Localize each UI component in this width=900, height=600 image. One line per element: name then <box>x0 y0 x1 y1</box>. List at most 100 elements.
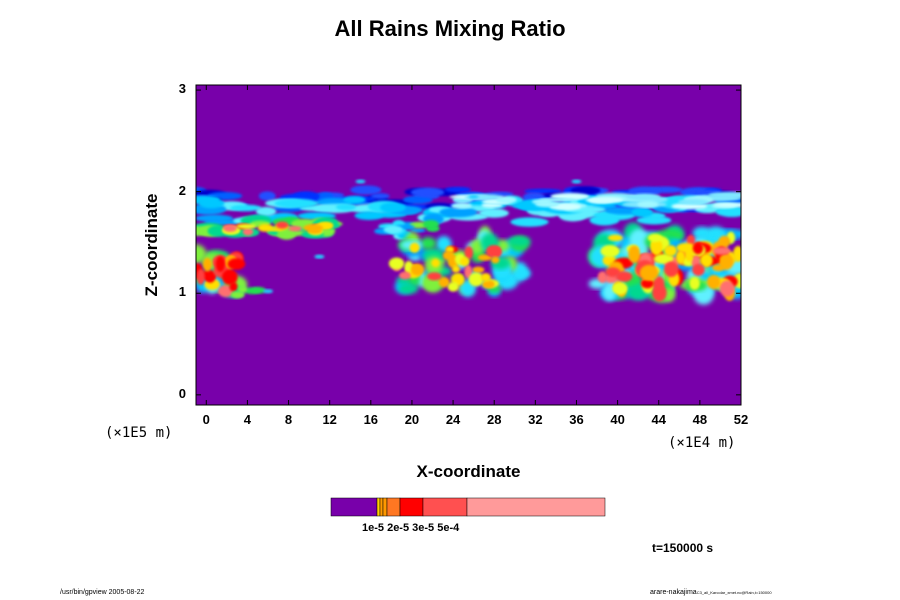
y-tick-label: 1 <box>178 284 186 300</box>
moist-layer-blob <box>230 204 262 212</box>
footer-right-main: arare-nakajima <box>650 589 697 596</box>
rain-cell-blob <box>205 272 216 283</box>
moist-layer-blob <box>258 191 276 201</box>
footer-right-sub: C3_all_Karcolar_xmet.nc@Rain,t=150000 <box>696 590 772 595</box>
rain-cell-blob <box>451 265 460 273</box>
moist-layer-blob <box>379 202 406 213</box>
moist-layer-blob <box>354 211 384 220</box>
rain-cell-blob <box>491 256 500 264</box>
rain-cell-blob <box>410 263 425 276</box>
rain-cell-blob <box>508 236 531 247</box>
chart-title: All Rains Mixing Ratio <box>334 16 566 41</box>
rain-cell-blob <box>650 239 663 256</box>
rain-cell-blob <box>202 257 212 272</box>
x-tick-label: 44 <box>651 412 666 427</box>
moist-layer-blob <box>671 202 708 210</box>
moist-layer-blob <box>570 186 601 195</box>
x-tick-label: 32 <box>528 412 543 427</box>
moist-layer-blob <box>410 187 445 198</box>
rain-cell-blob <box>460 256 470 267</box>
moist-layer-blob <box>275 221 289 229</box>
rain-cell-blob <box>472 266 485 274</box>
moist-layer-blob <box>288 225 302 232</box>
moist-layer-blob <box>198 198 225 209</box>
rain-cell-blob <box>707 274 721 289</box>
rain-cell-blob <box>215 256 226 272</box>
rain-cell-blob <box>227 258 246 270</box>
rain-cell-blob <box>664 261 679 277</box>
x-axis-label: X-coordinate <box>416 462 521 481</box>
rain-cell-blob <box>464 246 473 260</box>
moist-layer-blob <box>539 197 575 202</box>
rain-cell-blob <box>251 286 266 294</box>
footer-left: /usr/bin/gpview 2005-08-22 <box>60 589 145 596</box>
moist-layer-blob <box>242 228 254 236</box>
colorbar-swatch <box>330 497 378 517</box>
rain-cell-blob <box>238 286 248 293</box>
moist-layer-blob <box>444 186 471 193</box>
colorbar-swatch <box>379 497 384 517</box>
rain-cell-blob <box>628 245 641 263</box>
y-tick-label: 2 <box>178 182 186 198</box>
moist-layer-blob <box>277 227 297 240</box>
rain-speck <box>314 254 325 259</box>
rain-cell-blob <box>663 245 678 257</box>
moist-layer-blob <box>631 207 654 218</box>
rain-cell-blob <box>700 253 713 268</box>
moist-layer-blob <box>403 195 433 205</box>
rain-cell-blob <box>438 276 450 288</box>
x-tick-label: 52 <box>733 412 749 427</box>
rain-cell-blob <box>447 281 459 292</box>
rain-cell-blob <box>464 265 473 279</box>
colorbar-swatch <box>386 497 401 517</box>
rain-cell-blob <box>442 250 455 260</box>
colorbar-swatch <box>399 497 424 517</box>
rain-cell-blob <box>712 247 731 255</box>
rain-cell-blob <box>420 237 437 250</box>
rain-cell-blob <box>470 239 484 254</box>
rain-cell-blob <box>692 263 705 276</box>
x-tick-label: 20 <box>404 412 420 427</box>
rain-cell-blob <box>692 226 712 240</box>
rain-cell-blob <box>221 269 238 285</box>
x-tick-label: 36 <box>569 412 584 427</box>
y-tick-label: 0 <box>178 385 186 401</box>
moist-layer-blob <box>535 201 560 208</box>
rain-speck <box>468 194 479 199</box>
rain-cell-blob <box>427 272 442 281</box>
x-tick-label: 40 <box>610 412 625 427</box>
moist-layer-blob <box>383 225 403 234</box>
moist-layer-blob <box>496 196 517 204</box>
rain-cell-blob <box>612 282 628 295</box>
moist-layer-blob <box>274 198 319 209</box>
rain-speck <box>355 179 366 184</box>
footer-right: arare-nakajimaC3_all_Karcolar_xmet.nc@Ra… <box>650 589 772 596</box>
y-axis-label: Z-coordinate <box>142 193 161 297</box>
colorbar-swatch <box>466 497 606 517</box>
rain-cell-blob <box>597 271 608 283</box>
colorbar <box>330 497 606 517</box>
rain-cell-blob <box>712 264 725 272</box>
moist-layer-blob <box>628 186 661 197</box>
moist-layer-blob <box>409 228 426 233</box>
rain-cell-blob <box>480 273 491 282</box>
rain-cell-blob <box>468 272 484 287</box>
axis-ticks <box>196 85 742 405</box>
moist-layer-blob <box>637 200 659 208</box>
x-tick-label: 8 <box>284 412 293 427</box>
moist-layer-blob <box>236 223 257 229</box>
rain-cell-blob <box>491 246 502 258</box>
moist-layer-blob <box>223 224 237 232</box>
rain-cell-blob <box>388 257 405 270</box>
moist-layer-blob <box>350 185 382 195</box>
rain-speck <box>262 289 273 294</box>
moist-layer-blob <box>307 228 322 235</box>
rain-cell-blob <box>605 267 621 278</box>
x-tick-label: 48 <box>692 412 708 427</box>
rain-cell-blob <box>398 283 419 294</box>
rain-cell-blob <box>607 234 623 242</box>
x-tick-label: 12 <box>322 412 337 427</box>
moist-layer-blob <box>636 215 672 225</box>
rain-cell-blob <box>647 233 663 243</box>
rain-field <box>196 179 741 305</box>
